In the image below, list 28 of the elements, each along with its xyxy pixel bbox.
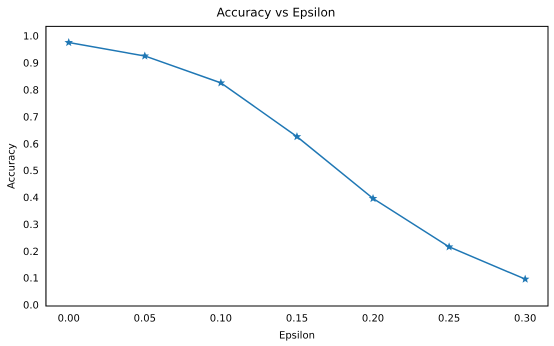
point [444,242,454,250]
y-tick-label: 0.4 [22,193,39,204]
y-tick-label: 0.9 [22,58,39,70]
x-tick-label: 0.05 [134,314,156,325]
x-tick-label: 0.20 [362,314,384,325]
x-tick-label: 0.00 [58,314,80,325]
y-tick-label: 1.0 [22,32,39,43]
y-tick-label: 0.0 [22,300,39,312]
point [292,132,302,140]
y-tick-label: 0.7 [22,112,39,124]
x-tick-label: 0.30 [514,314,536,325]
point [520,274,530,283]
y-tick-label: 0.2 [22,246,39,258]
y-tick-label: 0.1 [22,274,39,285]
point [64,38,74,46]
point [140,51,150,60]
point [216,78,226,86]
point [368,194,378,202]
y-tick-label: 0.5 [22,166,39,178]
y-tick-label: 0.8 [22,86,39,97]
x-axis-title: Epsilon [279,330,315,342]
y-tick-label: 0.6 [22,139,39,150]
chart-title: Accuracy vs Epsilon [216,5,336,20]
x-tick-label: 0.10 [210,314,232,325]
x-tick-label: 0.25 [438,314,460,325]
y-axis-title: Accuracy [6,143,18,190]
y-tick-label: 0.3 [22,220,39,231]
x-tick-label: 0.15 [286,314,308,325]
